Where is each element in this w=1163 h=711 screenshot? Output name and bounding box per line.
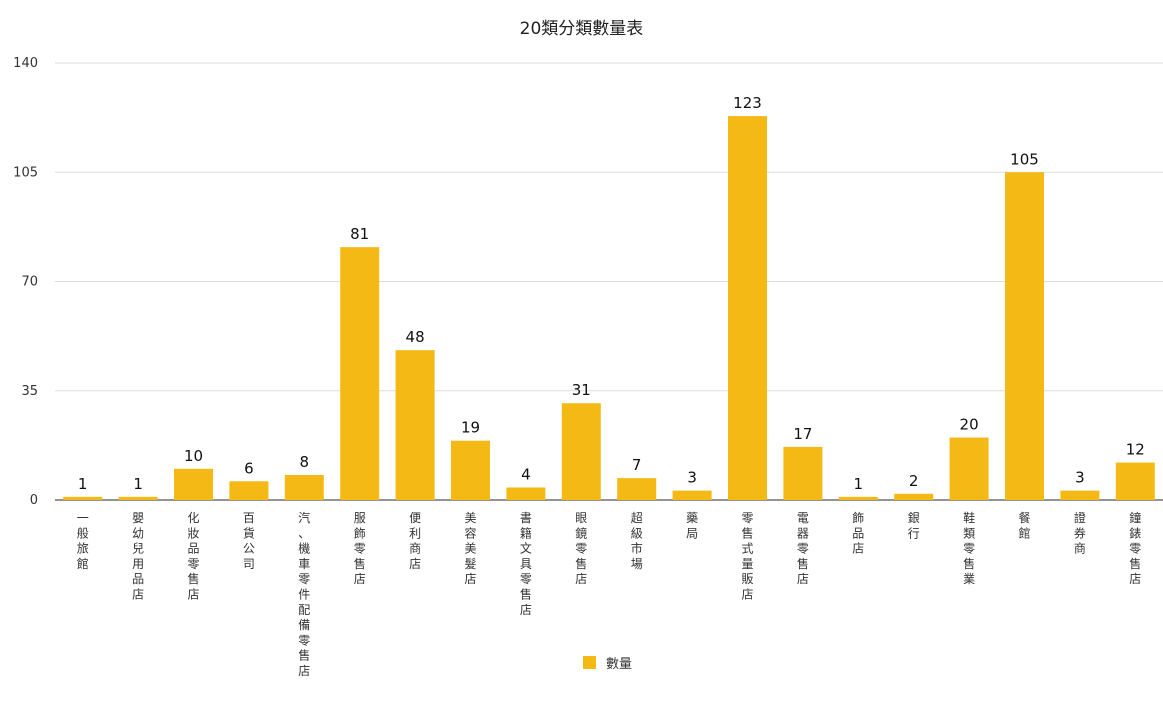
data-label: 20 [960,416,979,434]
category-label: 嬰幼兒用品店 [132,511,144,602]
bar [229,481,269,500]
y-tick-label: 0 [30,493,38,508]
category-labels: 一般旅館 嬰幼兒用品店 化妝品零售店 百貨公司 汽、機車零件配備零售店 服飾零售店 便利商店… [77,510,1142,678]
data-label: 4 [521,466,531,484]
data-label: 48 [406,328,425,346]
data-label: 19 [461,419,480,437]
bar [284,475,324,500]
y-tick-label: 35 [21,384,38,399]
bar [1115,462,1155,500]
bar [1060,490,1100,500]
category-label: 汽、機車零件配備零售店 [298,510,310,678]
y-tick-label: 140 [13,56,38,71]
data-label: 31 [572,381,591,399]
category-label: 銀行 [908,511,920,540]
data-label: 6 [244,459,254,477]
data-label: 7 [632,456,642,474]
data-label: 1 [78,475,88,493]
gridlines [55,62,1163,501]
category-label: 一般旅館 [77,511,89,571]
data-label: 8 [300,453,310,471]
category-label: 化妝品零售店 [187,511,199,602]
bar [174,468,213,500]
bar [561,403,601,500]
bar [340,247,380,500]
category-label: 服飾零售店 [354,511,366,586]
legend: 數量 [583,653,632,672]
bar [838,496,878,500]
data-label: 105 [1010,150,1039,168]
category-label: 證券商 [1074,510,1086,556]
data-label: 123 [733,94,762,112]
data-label: 3 [687,469,697,487]
bar [949,437,989,500]
category-label: 鐘錶零售店 [1129,510,1141,586]
y-tick-label: 70 [21,275,38,290]
category-label: 飾品店 [852,511,864,556]
bar [1005,172,1044,500]
category-label: 百貨公司 [243,511,255,571]
bar [894,493,934,500]
category-label: 餐館 [1018,510,1030,540]
data-label: 10 [184,447,203,465]
bar [617,478,657,500]
data-label: 17 [793,425,812,443]
category-label: 超級市場 [631,510,643,571]
bars [63,116,1155,501]
data-label: 3 [1075,469,1085,487]
bar [506,487,546,500]
bar [728,116,767,501]
data-label: 1 [854,475,864,493]
category-label: 眼鏡零售店 [575,511,587,586]
bar [783,446,823,500]
y-axis-ticks: 0 35 70 105 140 [13,56,38,508]
bar [451,440,490,500]
bar [395,350,435,500]
category-label: 書籍文具零售店 [520,511,532,617]
chart-title: 20類分類數量表 [519,19,644,39]
data-label: 81 [350,225,369,243]
legend-label: 數量 [606,657,633,672]
category-label: 電器零售店 [797,511,809,586]
bar [672,490,712,500]
data-label: 2 [909,472,919,490]
category-label: 美容美髮店 [464,511,476,586]
data-label: 12 [1126,441,1145,459]
category-label: 零售式量販店 [741,511,753,602]
bar [63,496,103,500]
legend-swatch [583,656,596,669]
category-label: 藥局 [686,511,698,540]
data-label: 1 [133,475,143,493]
category-label: 鞋類零售業 [963,510,975,586]
bar [118,496,158,500]
category-label: 便利商店 [409,511,421,571]
y-tick-label: 105 [13,165,38,180]
